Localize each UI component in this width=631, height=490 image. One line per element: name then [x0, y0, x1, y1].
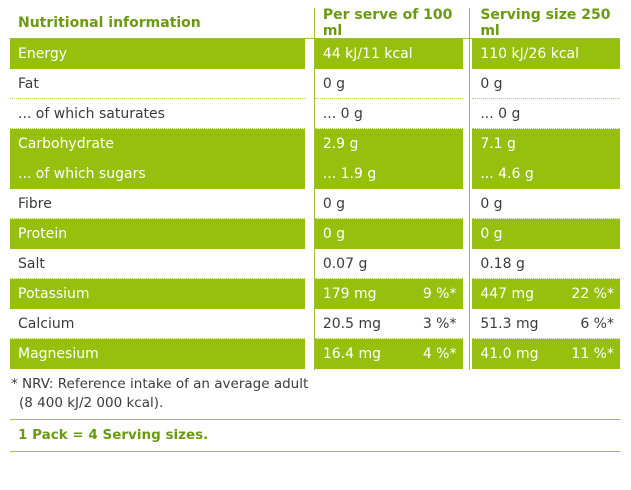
- footnote-line-2: (8 400 kJ/2 000 kcal).: [19, 395, 164, 411]
- row-label: Fat: [10, 69, 305, 99]
- per100-value: 20.5 mg: [322, 315, 381, 332]
- table-row: Magnesium 16.4 mg 4 %* 41.0 mg 11 %*: [10, 339, 620, 369]
- serving-value: 51.3 mg: [480, 315, 539, 332]
- per100-value: 0 g: [322, 226, 346, 242]
- serving-nrv: 11 %*: [571, 346, 614, 362]
- serving-value: 0 g: [480, 195, 503, 212]
- table-row: Carbohydrate 2.9 g 7.1 g: [10, 129, 620, 159]
- table-row: ... of which saturates ... 0 g ... 0 g: [10, 99, 620, 129]
- serving-value: ... 4.6 g: [480, 166, 534, 182]
- table-row: Energy 44 kJ/11 kcal 110 kJ/26 kcal: [10, 39, 620, 69]
- header-nutritional-information: Nutritional information: [18, 15, 201, 31]
- table-row: ... of which sugars ... 1.9 g ... 4.6 g: [10, 159, 620, 189]
- table-row: Protein 0 g 0 g: [10, 219, 620, 249]
- nrv-footnote: * NRV: Reference intake of an average ad…: [10, 375, 620, 420]
- row-label: Energy: [10, 39, 305, 69]
- serving-value: ... 0 g: [480, 105, 521, 122]
- table-footer: * NRV: Reference intake of an average ad…: [10, 375, 620, 452]
- row-label: Fibre: [10, 189, 305, 219]
- serving-nrv: 22 %*: [571, 286, 614, 302]
- serving-value: 110 kJ/26 kcal: [480, 46, 579, 62]
- row-label: Magnesium: [10, 339, 305, 369]
- table-row: Potassium 179 mg 9 %* 447 mg 22 %*: [10, 279, 620, 309]
- row-label: ... of which saturates: [10, 99, 305, 129]
- row-label: Calcium: [10, 309, 305, 339]
- table-row: Fibre 0 g 0 g: [10, 189, 620, 219]
- table-row: Salt 0.07 g 0.18 g: [10, 249, 620, 279]
- row-label: Protein: [10, 219, 305, 249]
- per100-nrv: 9 %*: [422, 286, 457, 302]
- per100-value: ... 1.9 g: [322, 166, 377, 182]
- per100-value: 2.9 g: [322, 136, 359, 152]
- footnote-line-1: * NRV: Reference intake of an average ad…: [11, 376, 309, 392]
- serving-value: 0 g: [480, 75, 503, 92]
- pack-note: 1 Pack = 4 Serving sizes.: [10, 420, 620, 452]
- table-row: Fat 0 g 0 g: [10, 69, 620, 99]
- per100-value: ... 0 g: [322, 105, 363, 122]
- table-row: Calcium 20.5 mg 3 %* 51.3 mg 6 %*: [10, 309, 620, 339]
- header-serving-size: Serving size 250 ml: [480, 7, 611, 39]
- serving-value: 41.0 mg: [480, 346, 539, 362]
- row-label: ... of which sugars: [10, 159, 305, 189]
- per100-nrv: 4 %*: [422, 346, 457, 362]
- per100-value: 0 g: [322, 75, 346, 92]
- per100-value: 16.4 mg: [322, 346, 381, 362]
- header-per-100ml: Per serve of 100 ml: [322, 7, 453, 39]
- serving-value: 0.18 g: [480, 255, 525, 272]
- per100-value: 0.07 g: [322, 255, 368, 272]
- per100-nrv: 3 %*: [422, 315, 457, 332]
- per100-value: 44 kJ/11 kcal: [322, 46, 413, 62]
- table-header: Nutritional information Per serve of 100…: [10, 7, 620, 39]
- nutrition-table: Nutritional information Per serve of 100…: [10, 7, 620, 369]
- serving-value: 447 mg: [480, 286, 535, 302]
- per100-value: 0 g: [322, 195, 346, 212]
- serving-value: 7.1 g: [480, 136, 516, 152]
- row-label: Potassium: [10, 279, 305, 309]
- column-divider: [314, 8, 315, 370]
- serving-value: 0 g: [480, 226, 503, 242]
- column-divider: [469, 8, 470, 370]
- serving-nrv: 6 %*: [580, 315, 614, 332]
- row-label: Carbohydrate: [10, 129, 305, 159]
- row-label: Salt: [10, 249, 305, 279]
- per100-value: 179 mg: [322, 286, 377, 302]
